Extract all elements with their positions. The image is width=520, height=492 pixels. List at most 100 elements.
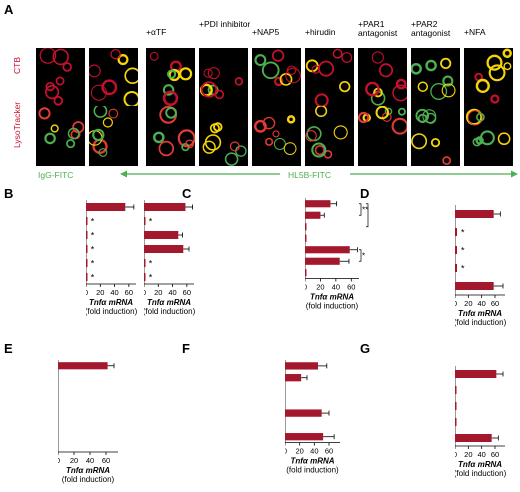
bar: [144, 245, 184, 253]
significance-star: *: [91, 217, 95, 227]
igg-fitc-label: IgG-FITC: [38, 170, 74, 180]
bar: [86, 273, 88, 281]
bar: [144, 203, 186, 211]
column-label: +hirudin: [305, 27, 336, 37]
row-label-ctb: CTB: [12, 57, 22, 74]
x-axis-sublabel: (fold induction): [455, 469, 507, 478]
microscopy-grid: +αTF +PDI inhibitor +NAP5 +hirudin +PAR1 ant…: [36, 20, 518, 166]
x-tick-label: 20: [96, 288, 104, 297]
ctb-image-tile: [199, 48, 248, 108]
chart-e: HL7G0204060Tnfα mRNA(fold induction)WT+R…: [58, 360, 118, 484]
column-label: +PAR2 antagonist: [411, 19, 451, 38]
x-tick-label: 40: [168, 288, 176, 297]
bar: [305, 211, 321, 219]
significance-star: *: [461, 246, 465, 256]
panel-letter-d: D: [360, 186, 370, 201]
bar: [305, 223, 307, 231]
x-tick-label: 0: [58, 456, 60, 465]
significance-star: *: [149, 273, 153, 283]
bar: [455, 246, 457, 254]
bar: [455, 418, 457, 426]
bar: [455, 210, 494, 218]
x-tick-label: 20: [316, 283, 324, 292]
bar: [58, 362, 108, 370]
bar: [305, 234, 307, 242]
chart-b-right: R8480204060Tnfα mRNA(fold induction)***: [144, 200, 196, 316]
bar: [455, 386, 457, 394]
x-axis-label: Tnfα mRNA: [458, 460, 502, 469]
column-label: +PAR1 antagonist: [358, 19, 398, 38]
chart-d: 0204060Tnfα mRNA(fold induction)PAR1-/-+…: [455, 205, 507, 327]
bar: [455, 402, 457, 410]
bar: [305, 257, 340, 265]
lysotracker-image-tile: [411, 106, 460, 166]
column-label: +PDI inhibitor: [199, 19, 251, 29]
bar: [86, 231, 88, 239]
bar: [144, 217, 146, 225]
x-axis-sublabel: (fold induction): [144, 307, 196, 316]
bar: [285, 409, 322, 417]
chart-g: HL7G0204060Tnfα mRNA(fold induction)PAR1…: [455, 366, 507, 478]
chart-c: 0204060Tnfα mRNA(fold induction)PAR2WTno…: [305, 198, 369, 311]
bar: [144, 231, 179, 239]
x-tick-label: 20: [154, 288, 162, 297]
panel-letter-b-left: B: [4, 186, 14, 201]
x-axis-label: Tnfα mRNA: [458, 309, 502, 318]
bar: [305, 246, 350, 254]
significance-star: *: [91, 231, 95, 241]
significance-bracket: [359, 249, 362, 262]
lysotracker-image-tile: [89, 106, 138, 166]
x-axis-label: Tnfα mRNA: [290, 457, 334, 466]
ctb-image-tile: [89, 48, 138, 108]
x-tick-label: 60: [491, 450, 499, 459]
ctb-image-tile: [146, 48, 195, 108]
x-tick-label: 0: [86, 288, 88, 297]
x-tick-label: 60: [102, 456, 110, 465]
bar: [86, 203, 126, 211]
x-axis-label: Tnfα mRNA: [89, 298, 133, 307]
x-axis-label: Tnfα mRNA: [147, 298, 191, 307]
x-tick-label: 60: [125, 288, 133, 297]
x-axis-sublabel: (fold induction): [286, 466, 339, 475]
ctb-image-tile: [305, 48, 354, 108]
x-tick-label: 60: [325, 447, 333, 456]
x-tick-label: 40: [477, 299, 485, 308]
bar: [455, 264, 457, 272]
x-tick-label: 20: [295, 447, 303, 456]
bar: [144, 273, 146, 281]
panel-letter-a: A: [4, 2, 14, 17]
bar: [86, 259, 88, 267]
bar: [285, 374, 302, 382]
panel-letter-c: C: [182, 186, 192, 201]
x-tick-label: 40: [332, 283, 340, 292]
x-tick-label: 0: [455, 450, 457, 459]
x-axis-sublabel: (fold induction): [306, 302, 359, 311]
bar: [455, 434, 492, 442]
x-tick-label: 0: [455, 299, 457, 308]
significance-star: *: [91, 259, 95, 269]
bar: [144, 259, 146, 267]
x-tick-label: 40: [477, 450, 485, 459]
x-axis-label: Tnfα mRNA: [66, 466, 110, 475]
column-label: +NFA: [464, 27, 486, 37]
bar: [86, 245, 88, 253]
x-axis-sublabel: (fold induction): [86, 307, 138, 316]
ctb-image-tile: [36, 48, 85, 108]
lysotracker-image-tile: [146, 106, 195, 166]
x-tick-label: 40: [86, 456, 94, 465]
ctb-image-tile: [411, 48, 460, 108]
significance-star: *: [91, 273, 95, 283]
ctb-image-tile: [252, 48, 301, 108]
hl5b-arrow: [120, 168, 518, 180]
x-tick-label: 20: [464, 450, 472, 459]
bar: [455, 282, 494, 290]
chart-b-left: HL5B0204060Tnfα mRNA(fold induction)WT+R…: [86, 200, 138, 316]
ctb-image-tile: [464, 48, 513, 108]
x-tick-label: 60: [183, 288, 191, 297]
row-label-lysotracker: LysoTracker: [12, 101, 22, 148]
significance-star: *: [362, 252, 365, 261]
significance-star: *: [461, 228, 465, 238]
x-tick-label: 20: [464, 299, 472, 308]
panel-letter-f: F: [182, 341, 190, 356]
ctb-image-tile: [358, 48, 407, 108]
